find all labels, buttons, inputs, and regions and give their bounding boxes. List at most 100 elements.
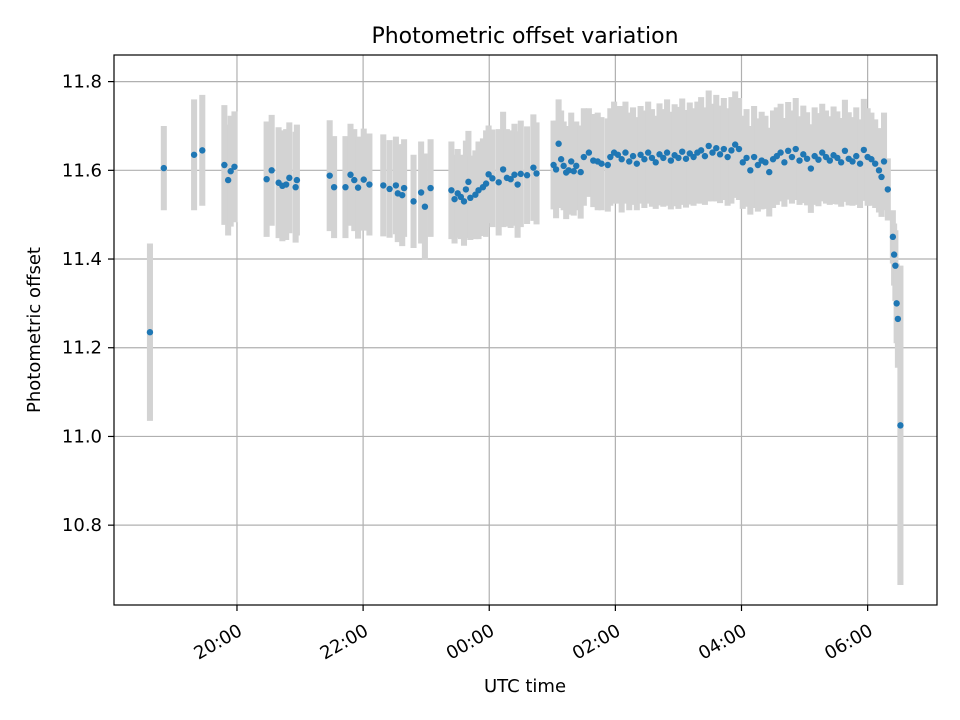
data-point bbox=[292, 183, 299, 191]
data-point bbox=[160, 164, 168, 172]
data-point bbox=[282, 181, 290, 188]
data-point bbox=[400, 184, 408, 192]
data-point bbox=[815, 156, 822, 163]
data-point bbox=[462, 186, 470, 193]
data-point bbox=[849, 158, 856, 165]
data-point bbox=[330, 183, 338, 191]
y-tick-label: 11.0 bbox=[62, 426, 102, 447]
y-tick-label: 11.8 bbox=[62, 72, 102, 93]
data-point bbox=[598, 160, 605, 167]
data-point bbox=[386, 185, 393, 193]
data-point bbox=[626, 158, 633, 165]
data-point bbox=[800, 151, 807, 158]
data-point bbox=[890, 251, 898, 258]
data-point bbox=[146, 329, 154, 336]
data-point bbox=[231, 163, 238, 170]
data-point bbox=[514, 181, 521, 188]
plot-frame bbox=[113, 54, 938, 606]
data-point bbox=[705, 142, 712, 150]
data-point bbox=[221, 161, 228, 169]
data-point bbox=[894, 315, 902, 323]
x-axis-label: UTC time bbox=[484, 676, 566, 697]
y-tick-label: 11.6 bbox=[62, 160, 102, 181]
data-point bbox=[263, 175, 270, 183]
data-point bbox=[803, 155, 811, 162]
data-point bbox=[716, 151, 724, 158]
data-point bbox=[568, 158, 575, 165]
data-point bbox=[652, 159, 659, 166]
data-point bbox=[709, 149, 716, 156]
data-point bbox=[875, 167, 883, 174]
data-point bbox=[747, 167, 754, 174]
data-point bbox=[360, 176, 367, 183]
data-point bbox=[663, 149, 671, 156]
data-point bbox=[884, 186, 892, 193]
data-point bbox=[784, 147, 792, 155]
data-point bbox=[641, 156, 648, 163]
data-point bbox=[750, 153, 758, 161]
data-point bbox=[399, 191, 406, 199]
data-point bbox=[570, 168, 577, 175]
data-point bbox=[644, 149, 652, 156]
data-point bbox=[342, 183, 349, 191]
data-point bbox=[622, 149, 629, 156]
data-point bbox=[511, 171, 518, 178]
data-point bbox=[860, 146, 868, 154]
data-point bbox=[629, 152, 637, 160]
data-point bbox=[781, 159, 788, 166]
data-point bbox=[555, 140, 562, 147]
data-point bbox=[713, 144, 720, 152]
y-tick-label: 11.4 bbox=[62, 249, 102, 270]
data-point bbox=[565, 167, 572, 174]
data-point bbox=[326, 172, 333, 179]
data-point bbox=[451, 195, 458, 203]
data-point bbox=[465, 178, 472, 186]
data-point bbox=[190, 151, 198, 158]
data-point bbox=[796, 157, 803, 164]
data-point bbox=[351, 176, 358, 184]
data-point bbox=[585, 149, 593, 156]
data-point bbox=[762, 159, 769, 166]
data-point bbox=[499, 166, 507, 173]
data-point bbox=[286, 174, 293, 182]
data-point bbox=[724, 153, 731, 161]
data-point bbox=[889, 233, 897, 241]
data-point bbox=[293, 176, 301, 184]
data-point bbox=[637, 151, 644, 158]
data-point bbox=[489, 175, 496, 182]
data-point bbox=[682, 155, 690, 162]
data-point bbox=[892, 262, 899, 269]
data-point bbox=[720, 145, 728, 153]
data-point bbox=[573, 162, 580, 170]
data-point bbox=[766, 168, 773, 176]
data-point bbox=[467, 194, 474, 202]
data-point bbox=[417, 189, 425, 196]
data-point bbox=[523, 172, 531, 179]
data-point bbox=[853, 152, 860, 160]
data-point bbox=[366, 181, 373, 188]
data-point bbox=[224, 176, 232, 184]
data-point bbox=[507, 175, 514, 183]
data-point bbox=[841, 147, 849, 155]
data-point bbox=[607, 153, 614, 161]
data-point bbox=[580, 153, 588, 161]
data-point bbox=[819, 149, 826, 156]
data-point bbox=[807, 165, 815, 172]
data-point bbox=[667, 157, 675, 164]
data-point bbox=[457, 193, 465, 201]
data-point bbox=[552, 166, 560, 173]
data-point bbox=[380, 182, 387, 189]
data-point bbox=[421, 203, 429, 210]
data-point bbox=[517, 170, 524, 178]
data-point bbox=[878, 173, 885, 181]
data-point bbox=[448, 187, 455, 194]
data-point bbox=[690, 153, 697, 161]
data-point bbox=[482, 180, 490, 187]
data-point bbox=[826, 157, 833, 164]
data-point bbox=[893, 300, 900, 307]
data-point bbox=[560, 162, 567, 170]
data-point bbox=[199, 147, 206, 154]
data-point bbox=[837, 159, 845, 166]
data-point bbox=[871, 160, 879, 167]
data-point bbox=[868, 156, 875, 163]
